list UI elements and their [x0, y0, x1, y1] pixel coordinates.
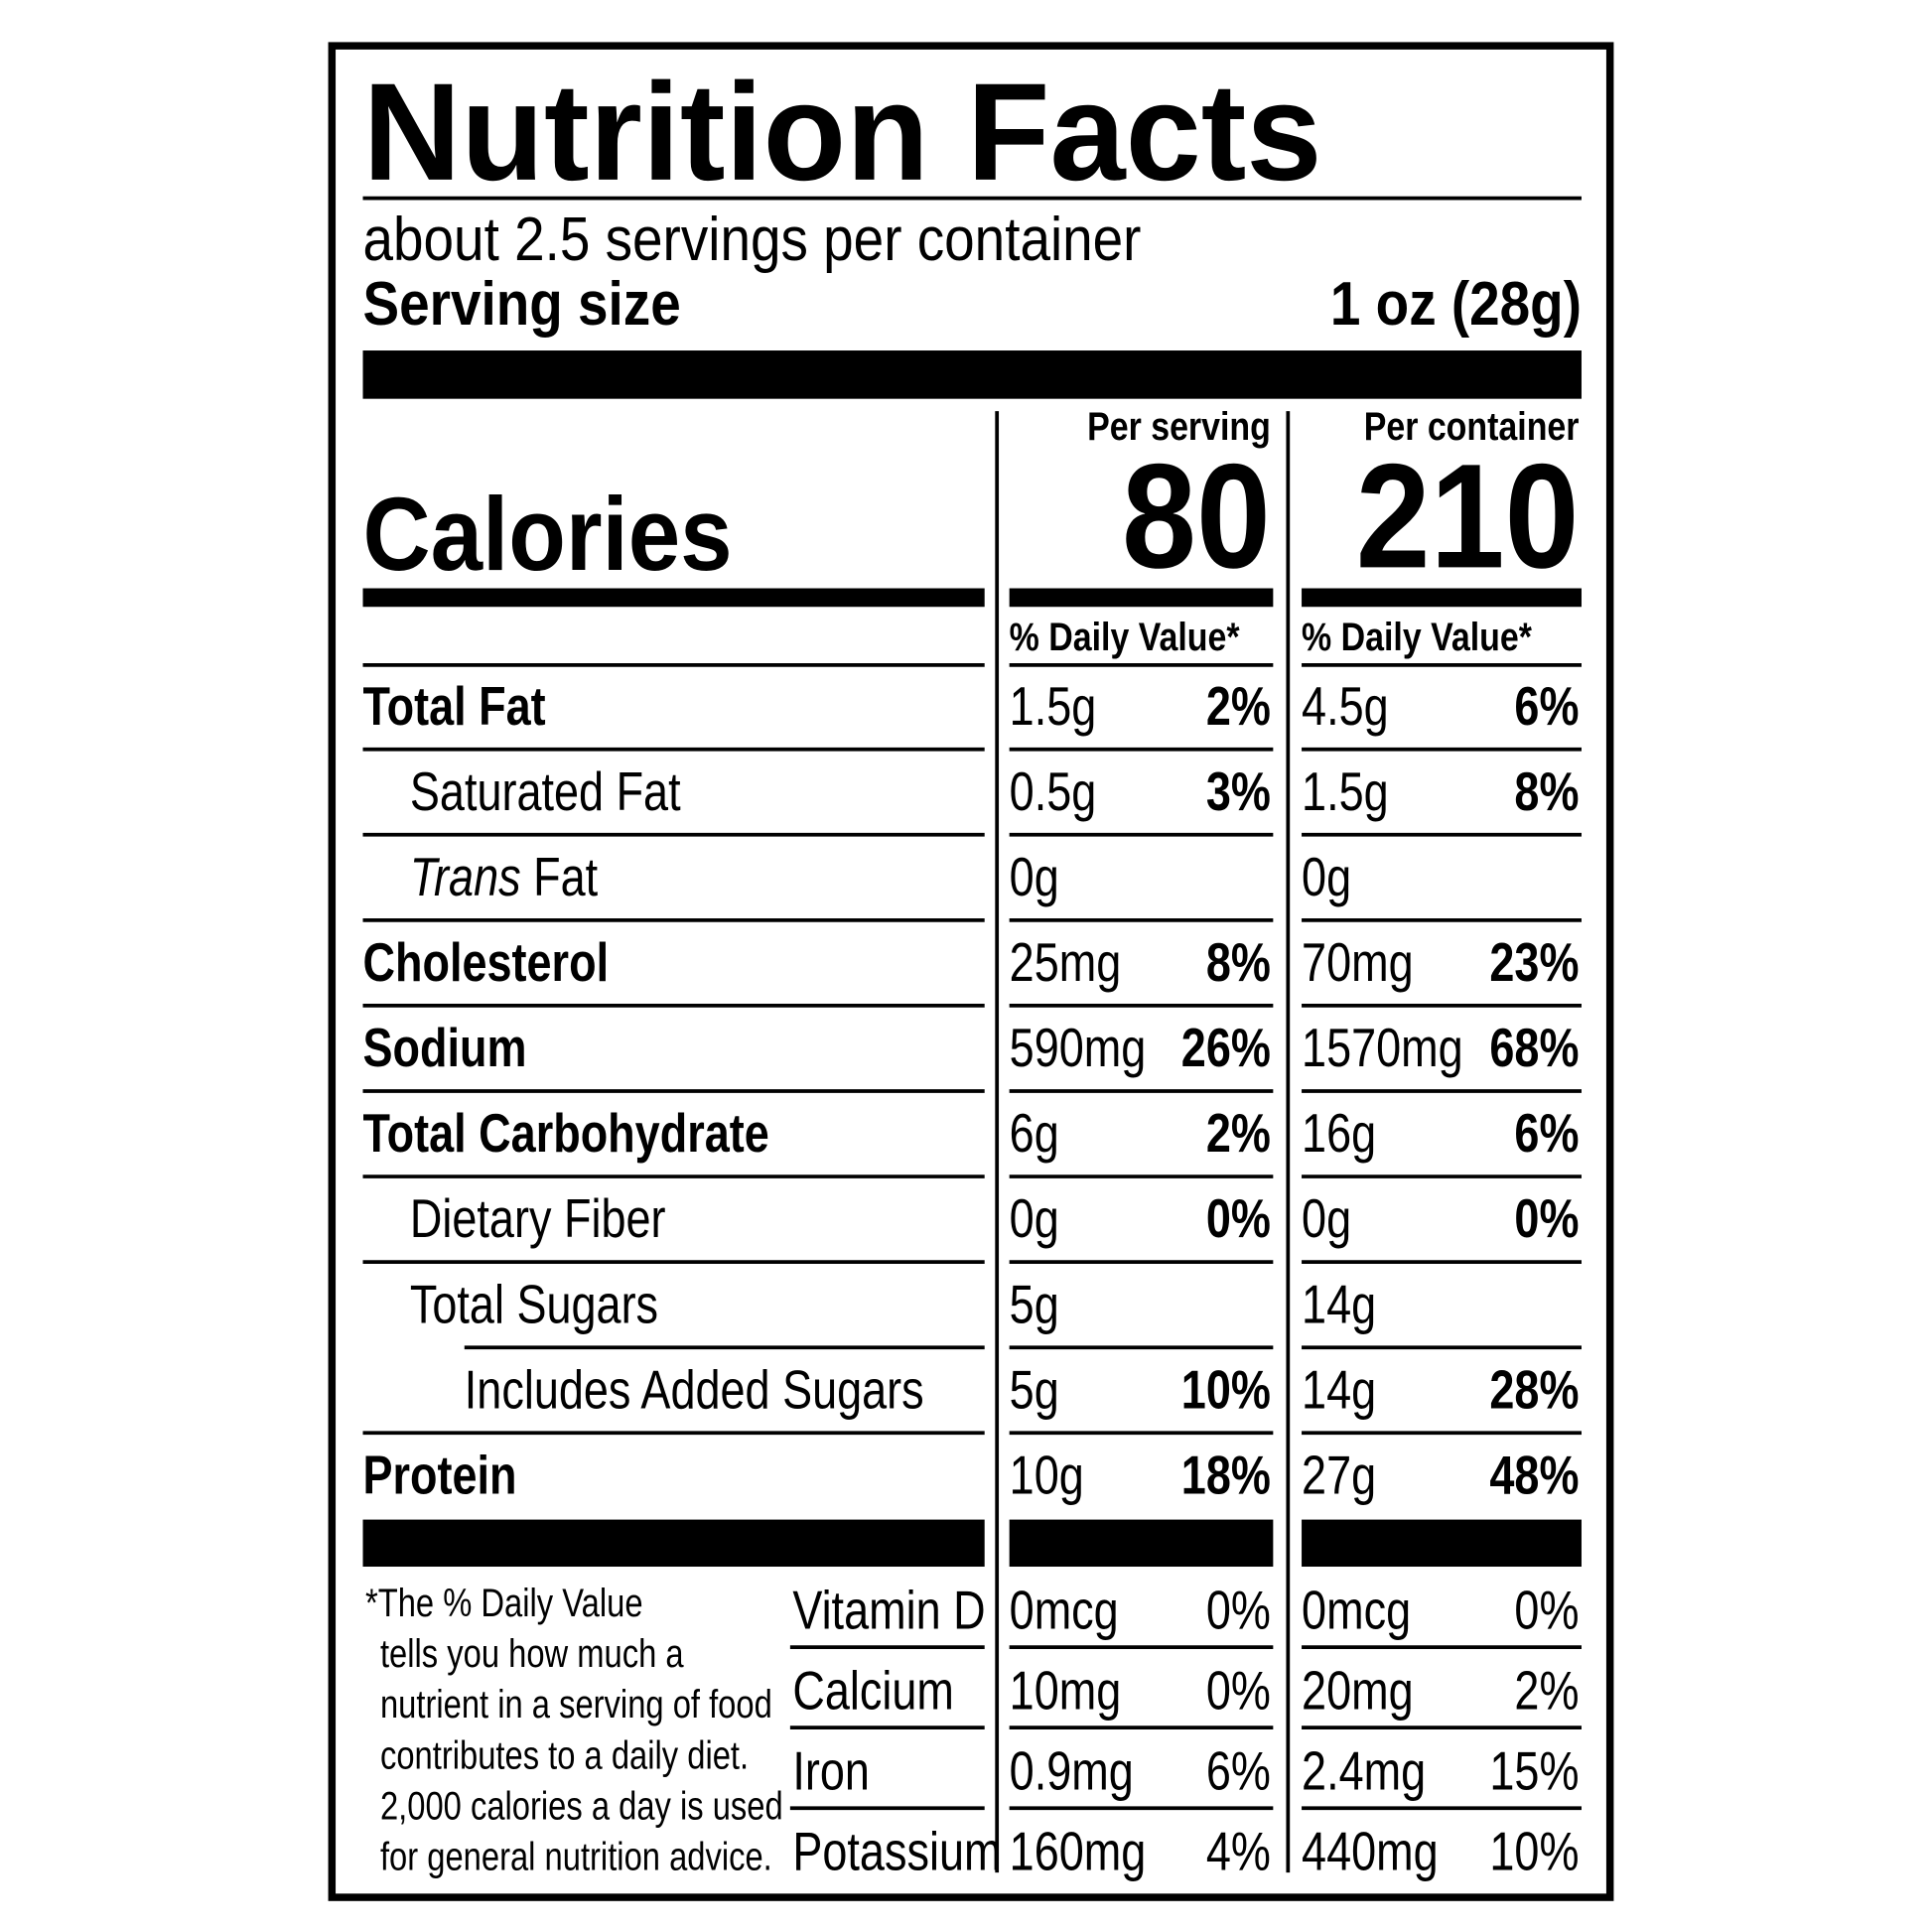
amount: 440mg	[1302, 1821, 1439, 1881]
daily-value: 6%	[1514, 676, 1579, 737]
daily-value: 2%	[1206, 1103, 1271, 1164]
daily-value: 8%	[1514, 761, 1579, 822]
daily-value: 6%	[1514, 1103, 1579, 1164]
column-heading: Per serving	[1087, 403, 1271, 448]
amount: 1.5g	[1302, 761, 1389, 822]
daily-value: 4%	[1206, 1821, 1271, 1881]
amount: 5g	[1010, 1274, 1059, 1334]
serving-size-value: 1 oz (28g)	[1330, 270, 1582, 339]
daily-value-heading: % Daily Value*	[1010, 614, 1240, 658]
calories-value: 80	[1122, 434, 1271, 600]
nutrient-label: Saturated Fat	[410, 761, 681, 822]
nutrient-label: Dietary Fiber	[410, 1188, 666, 1249]
daily-value: 0%	[1206, 1660, 1271, 1721]
daily-value: 2%	[1206, 676, 1271, 737]
amount: 25mg	[1010, 932, 1122, 993]
amount: 5g	[1010, 1359, 1059, 1420]
thick-bar	[1009, 1519, 1274, 1568]
daily-value: 0%	[1206, 1580, 1271, 1640]
nutrient-label-rest: Fat	[533, 847, 598, 907]
amount: 0.5g	[1010, 761, 1097, 822]
amount: 20mg	[1302, 1660, 1414, 1721]
daily-value: 48%	[1489, 1445, 1579, 1505]
amount: 70mg	[1302, 932, 1414, 993]
daily-value: 0%	[1514, 1188, 1579, 1249]
calories-label: Calories	[362, 477, 732, 593]
vitamin-label: Calcium	[792, 1660, 954, 1721]
vitamin-label: Iron	[792, 1740, 870, 1801]
daily-value: 26%	[1181, 1018, 1271, 1078]
amount: 27g	[1302, 1445, 1376, 1505]
amount: 6g	[1010, 1103, 1059, 1164]
amount: 0mcg	[1010, 1580, 1119, 1640]
amount: 2.4mg	[1302, 1740, 1426, 1801]
amount: 0mcg	[1302, 1580, 1411, 1640]
footnote-line: 2,000 calories a day is used	[380, 1783, 783, 1828]
nutrient-label: Includes Added Sugars	[465, 1359, 924, 1420]
amount: 16g	[1302, 1103, 1376, 1164]
nutrient-label: Trans Fat	[410, 847, 598, 907]
column-heading: Per container	[1364, 403, 1580, 448]
amount: 1570mg	[1302, 1018, 1463, 1078]
footnote-line: tells you how much a	[380, 1631, 684, 1676]
daily-value: 10%	[1489, 1821, 1579, 1881]
amount: 4.5g	[1302, 676, 1389, 737]
nutrient-label: Total Carbohydrate	[362, 1103, 768, 1164]
title: Nutrition Facts	[362, 56, 1321, 210]
footnote-line: nutrient in a serving of food	[380, 1682, 772, 1726]
footnote-line: for general nutrition advice.	[380, 1835, 772, 1879]
footnote-line: contributes to a daily diet.	[380, 1732, 749, 1777]
daily-value: 0%	[1206, 1188, 1271, 1249]
calories-bar	[1009, 588, 1274, 608]
nutrient-label: Sodium	[362, 1018, 526, 1078]
daily-value-heading: % Daily Value*	[1302, 614, 1532, 658]
amount: 10g	[1010, 1445, 1084, 1505]
nutrient-label: Total Fat	[362, 676, 545, 737]
amount: 14g	[1302, 1359, 1376, 1420]
footnote-line: *The % Daily Value	[365, 1581, 643, 1625]
daily-value: 10%	[1181, 1359, 1271, 1420]
nutrient-label: Cholesterol	[362, 932, 609, 993]
nutrient-label: Total Sugars	[410, 1274, 658, 1334]
nutrient-label: Protein	[362, 1445, 516, 1505]
thick-bar	[1302, 1519, 1582, 1568]
daily-value: 0%	[1514, 1580, 1579, 1640]
daily-value: 18%	[1181, 1445, 1271, 1505]
thick-bar	[362, 1519, 985, 1568]
serving-size-label: Serving size	[362, 270, 680, 339]
amount: 590mg	[1010, 1018, 1147, 1078]
space	[521, 847, 534, 907]
daily-value: 6%	[1206, 1740, 1271, 1801]
amount: 10mg	[1010, 1660, 1122, 1721]
label-border	[328, 42, 1614, 1901]
vitamin-label: Vitamin D	[792, 1580, 985, 1640]
calories-bar	[362, 588, 985, 608]
daily-value: 28%	[1489, 1359, 1579, 1420]
daily-value: 8%	[1206, 932, 1271, 993]
amount: 0g	[1302, 1188, 1351, 1249]
calories-bar	[1302, 588, 1582, 608]
daily-value: 15%	[1489, 1740, 1579, 1801]
daily-value: 3%	[1206, 761, 1271, 822]
servings-per-container: about 2.5 servings per container	[362, 206, 1141, 274]
amount: 0g	[1010, 847, 1059, 907]
thick-bar	[362, 350, 1582, 399]
daily-value: 2%	[1514, 1660, 1579, 1721]
amount: 0g	[1010, 1188, 1059, 1249]
amount: 14g	[1302, 1274, 1376, 1334]
amount: 160mg	[1010, 1821, 1147, 1881]
vitamin-label: Potassium	[792, 1821, 1001, 1881]
amount: 1.5g	[1010, 676, 1097, 737]
daily-value: 68%	[1489, 1018, 1579, 1078]
amount: 0g	[1302, 847, 1351, 907]
calories-value: 210	[1356, 434, 1580, 600]
daily-value: 23%	[1489, 932, 1579, 993]
nutrient-label-italic: Trans	[410, 847, 521, 907]
amount: 0.9mg	[1010, 1740, 1134, 1801]
